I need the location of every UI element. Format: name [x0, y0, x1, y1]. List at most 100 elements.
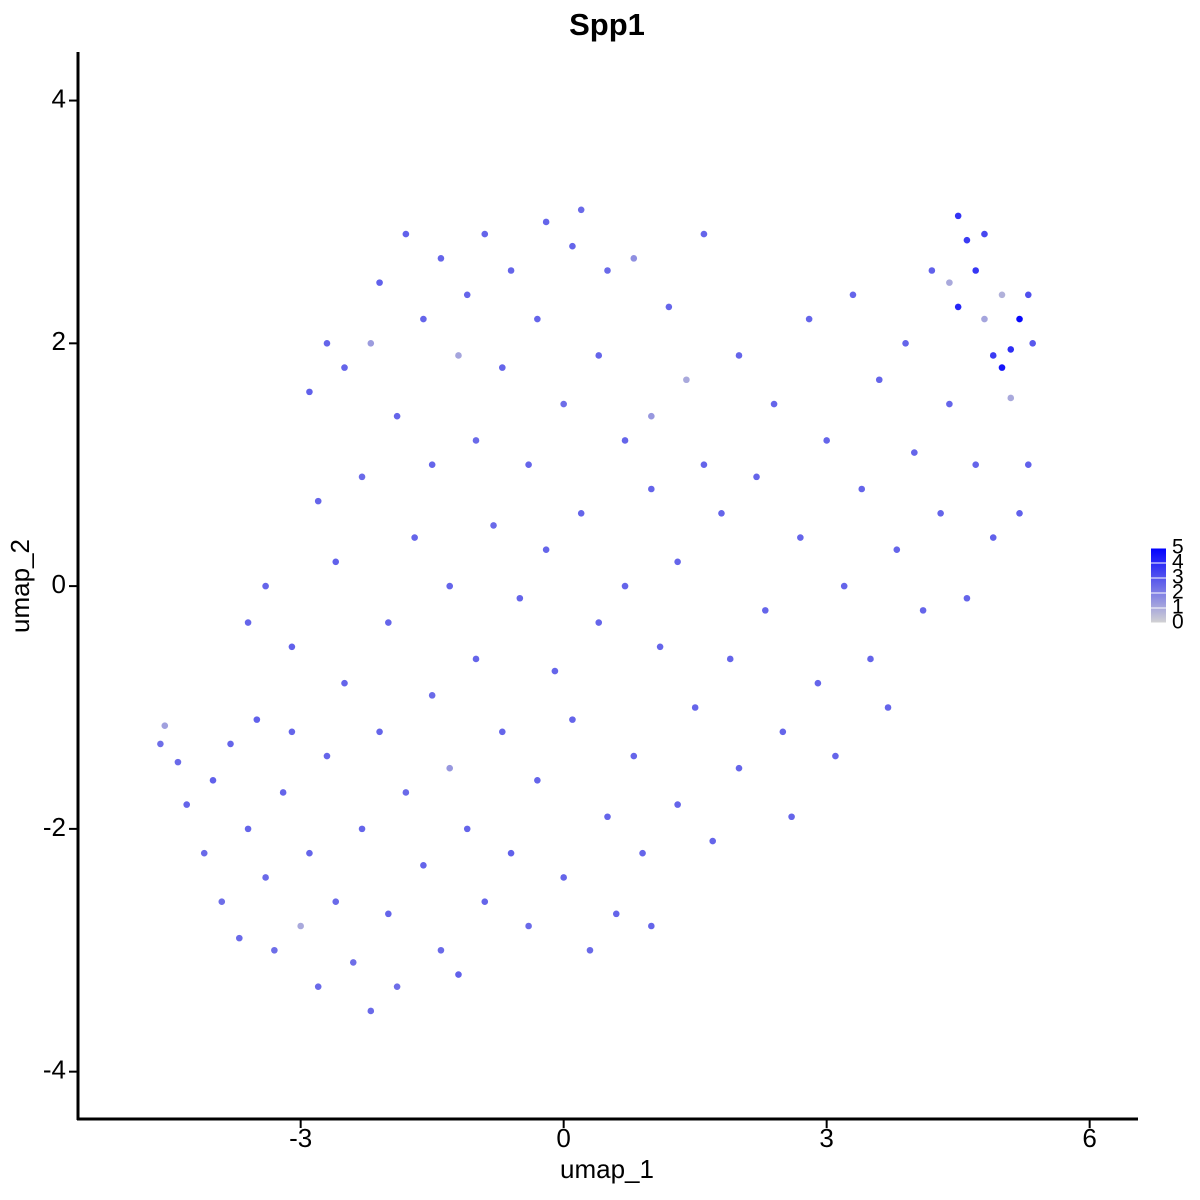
point: [770, 400, 778, 408]
point: [832, 752, 839, 760]
point: [648, 485, 655, 493]
point: [499, 364, 506, 371]
point: [332, 898, 340, 906]
point: [516, 594, 524, 602]
point: [683, 376, 690, 384]
point: [595, 619, 603, 626]
point: [937, 509, 944, 517]
point: [288, 643, 296, 651]
point: [1029, 340, 1036, 347]
point: [551, 667, 559, 675]
point: [604, 813, 611, 821]
point: [358, 473, 366, 481]
point: [446, 764, 454, 772]
point: [525, 922, 532, 930]
point: [244, 825, 252, 833]
point: [472, 655, 480, 663]
point: [630, 752, 638, 760]
point: [227, 740, 234, 748]
point: [428, 461, 436, 469]
colorbar-tick-label: 3: [1172, 566, 1184, 589]
point: [1016, 509, 1023, 517]
point: [1007, 346, 1015, 353]
point: [437, 946, 445, 954]
colorbar: [1151, 548, 1166, 623]
point: [761, 607, 769, 614]
point: [849, 291, 857, 299]
point: [437, 255, 445, 262]
point: [323, 752, 331, 760]
point: [218, 898, 226, 906]
point: [1024, 291, 1032, 299]
point: [648, 412, 655, 420]
point: [323, 340, 331, 347]
point: [797, 534, 804, 541]
point: [911, 449, 918, 456]
colorbar-tick-label: 5: [1172, 536, 1184, 559]
point: [314, 983, 322, 990]
point: [385, 910, 392, 918]
point: [718, 509, 725, 517]
point: [981, 315, 988, 323]
point: [262, 582, 269, 590]
point: [490, 522, 497, 529]
point: [463, 291, 471, 299]
point: [612, 910, 620, 918]
point: [928, 267, 936, 274]
point: [341, 679, 348, 687]
point: [376, 279, 383, 286]
point: [534, 315, 541, 323]
point: [560, 400, 567, 408]
point: [954, 212, 962, 220]
y-tick-label: -2: [43, 812, 66, 842]
point: [455, 971, 462, 978]
point: [209, 777, 217, 784]
point: [507, 849, 515, 857]
point: [840, 582, 848, 590]
point: [367, 340, 375, 347]
point: [735, 764, 743, 772]
point: [446, 582, 454, 590]
point: [314, 497, 322, 505]
point: [946, 400, 953, 408]
point: [691, 704, 699, 711]
point: [428, 692, 436, 699]
point: [621, 582, 629, 590]
point: [963, 236, 971, 244]
point: [376, 728, 383, 736]
chart-title: Spp1: [569, 7, 645, 42]
point: [481, 898, 489, 906]
point: [385, 619, 392, 626]
point: [595, 352, 603, 359]
point: [306, 388, 313, 396]
point: [884, 704, 892, 711]
point: [1024, 461, 1032, 469]
point: [577, 206, 585, 214]
point: [367, 1007, 375, 1015]
point: [174, 758, 182, 766]
point: [788, 813, 795, 821]
point: [1007, 394, 1015, 402]
point: [236, 934, 243, 942]
x-tick-label: 6: [1082, 1123, 1096, 1153]
colorbar-tick-label: 2: [1172, 581, 1184, 604]
point: [481, 230, 489, 238]
point: [577, 509, 585, 517]
point: [411, 534, 418, 541]
point: [420, 861, 427, 869]
point: [525, 461, 532, 469]
point: [726, 655, 734, 663]
point: [709, 837, 716, 845]
point: [402, 230, 410, 238]
point: [656, 643, 664, 651]
point: [393, 412, 401, 420]
colorbar-tick-label: 4: [1172, 551, 1184, 574]
point: [893, 546, 901, 553]
point: [779, 728, 787, 736]
point: [604, 267, 611, 274]
y-tick-label: 0: [52, 569, 66, 599]
point: [349, 959, 357, 966]
point: [989, 534, 997, 541]
point: [420, 315, 427, 323]
point: [534, 777, 541, 784]
